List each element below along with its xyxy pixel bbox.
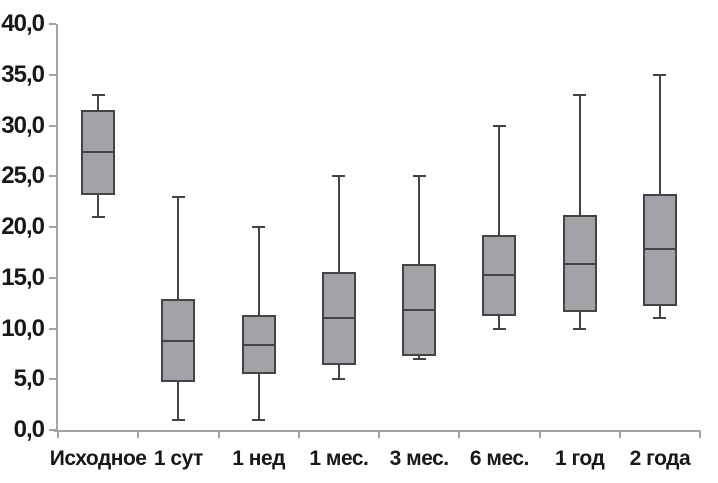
x-category-label: 1 год — [554, 447, 605, 470]
box — [482, 235, 517, 317]
x-axis-tick — [57, 430, 59, 438]
whisker-upper-line — [418, 176, 421, 264]
x-axis-tick — [137, 430, 140, 438]
whisker-upper-line — [177, 196, 180, 300]
whisker-upper-line — [97, 95, 100, 111]
whisker-lower-line — [418, 355, 421, 359]
whisker-upper-cap — [252, 226, 266, 228]
whisker-upper-line — [257, 227, 260, 316]
y-axis-tick — [49, 378, 56, 381]
y-axis-tick — [49, 429, 56, 431]
y-tick-label: 15,0 — [1, 263, 45, 291]
y-axis-tick — [49, 23, 56, 25]
median-line — [482, 273, 517, 276]
whisker-upper-cap — [412, 175, 426, 178]
y-axis-tick — [49, 124, 56, 127]
whisker-lower-line — [97, 194, 100, 217]
y-tick-label: 30,0 — [1, 111, 45, 139]
whisker-lower-line — [257, 374, 260, 420]
y-tick-label: 20,0 — [1, 213, 45, 240]
y-tick-label: 10,0 — [1, 314, 45, 342]
median-line — [562, 262, 597, 265]
y-axis-tick — [49, 226, 56, 228]
whisker-upper-cap — [91, 94, 105, 97]
whisker-lower-cap — [171, 418, 185, 421]
x-category-label: 1 сут — [153, 447, 203, 470]
y-axis-tick — [49, 276, 56, 279]
x-category-label: 2 года — [629, 447, 691, 470]
whisker-upper-cap — [573, 94, 587, 97]
whisker-lower-cap — [91, 215, 105, 218]
median-line — [402, 309, 437, 312]
x-axis-tick — [217, 430, 220, 438]
x-axis-tick — [618, 430, 621, 438]
whisker-lower-line — [177, 382, 180, 420]
x-axis-tick — [458, 430, 461, 438]
whisker-upper-cap — [332, 175, 346, 178]
x-axis-tick — [297, 430, 300, 438]
x-axis-tick — [699, 430, 701, 438]
y-tick-label: 0,0 — [13, 416, 45, 443]
whisker-upper-line — [498, 125, 501, 236]
x-category-label: 1 нед — [232, 447, 285, 470]
whisker-upper-line — [578, 95, 581, 215]
whisker-lower-line — [578, 312, 581, 329]
y-axis-tick — [49, 327, 56, 330]
median-line — [81, 150, 116, 153]
y-tick-label: 5,0 — [13, 365, 45, 393]
median-line — [642, 248, 677, 251]
whisker-lower-cap — [653, 317, 667, 320]
whisker-lower-cap — [252, 418, 266, 421]
whisker-lower-line — [498, 316, 501, 329]
whisker-lower-cap — [412, 357, 426, 360]
x-category-label: Исходное — [49, 447, 147, 470]
x-axis-line — [54, 430, 700, 432]
whisker-upper-line — [658, 74, 661, 194]
x-category-label: 1 мес. — [309, 447, 369, 470]
whisker-lower-cap — [573, 327, 587, 330]
x-category-label: 3 мес. — [389, 447, 449, 470]
y-tick-label: 40,0 — [1, 10, 45, 37]
whisker-upper-cap — [492, 124, 506, 127]
x-axis-tick — [378, 430, 380, 438]
median-line — [241, 343, 276, 346]
whisker-upper-cap — [653, 73, 667, 76]
whisker-upper-line — [337, 176, 340, 272]
y-axis-line — [56, 24, 58, 432]
whisker-upper-cap — [171, 195, 185, 198]
x-axis-tick — [538, 430, 541, 438]
y-tick-label: 25,0 — [1, 162, 45, 190]
x-category-label: 6 мес. — [469, 447, 529, 470]
whisker-lower-cap — [492, 327, 506, 330]
whisker-lower-line — [337, 365, 340, 380]
median-line — [161, 339, 196, 342]
median-line — [321, 317, 356, 320]
y-axis-tick — [49, 73, 56, 76]
y-axis-tick — [49, 175, 56, 178]
whisker-lower-cap — [332, 378, 346, 381]
whisker-lower-line — [658, 306, 661, 319]
y-tick-label: 35,0 — [1, 60, 45, 88]
